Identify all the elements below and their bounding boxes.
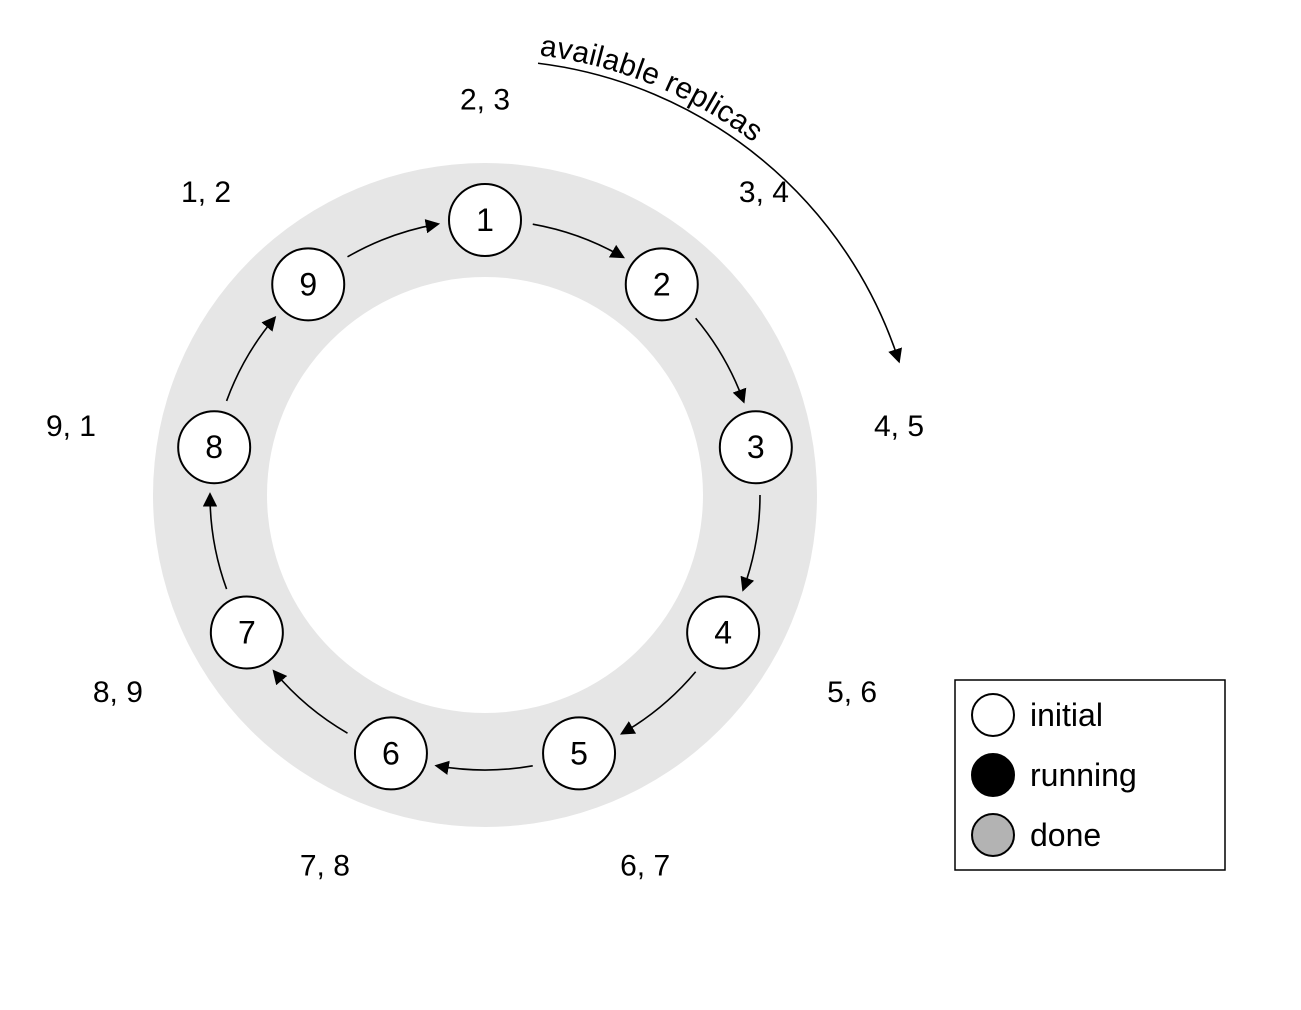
ring-background	[153, 163, 817, 827]
node-7-label: 7	[238, 615, 256, 651]
node-6-label: 6	[382, 735, 400, 771]
node-3-label: 3	[747, 429, 765, 465]
node-1-label: 1	[476, 202, 494, 238]
legend-label-initial: initial	[1030, 697, 1103, 733]
node-3-outer-label: 4, 5	[874, 410, 924, 443]
node-6-outer-label: 7, 8	[300, 850, 350, 883]
legend-label-done: done	[1030, 817, 1101, 853]
node-9-label: 9	[299, 266, 317, 302]
node-9-outer-label: 1, 2	[181, 176, 231, 209]
legend-swatch-done	[972, 814, 1014, 856]
legend-swatch-running	[972, 754, 1014, 796]
node-4-outer-label: 5, 6	[827, 676, 877, 709]
legend-swatch-initial	[972, 694, 1014, 736]
node-8-outer-label: 9, 1	[46, 410, 96, 443]
node-1-outer-label: 2, 3	[460, 84, 510, 117]
legend-label-running: running	[1030, 757, 1137, 793]
node-7-outer-label: 8, 9	[93, 676, 143, 709]
node-4-label: 4	[714, 615, 732, 651]
node-2-outer-label: 3, 4	[739, 176, 789, 209]
node-5-outer-label: 6, 7	[620, 850, 670, 883]
available-replicas-label: available replicas	[538, 30, 769, 149]
node-5-label: 5	[570, 735, 588, 771]
node-8-label: 8	[205, 429, 223, 465]
node-2-label: 2	[653, 266, 671, 302]
